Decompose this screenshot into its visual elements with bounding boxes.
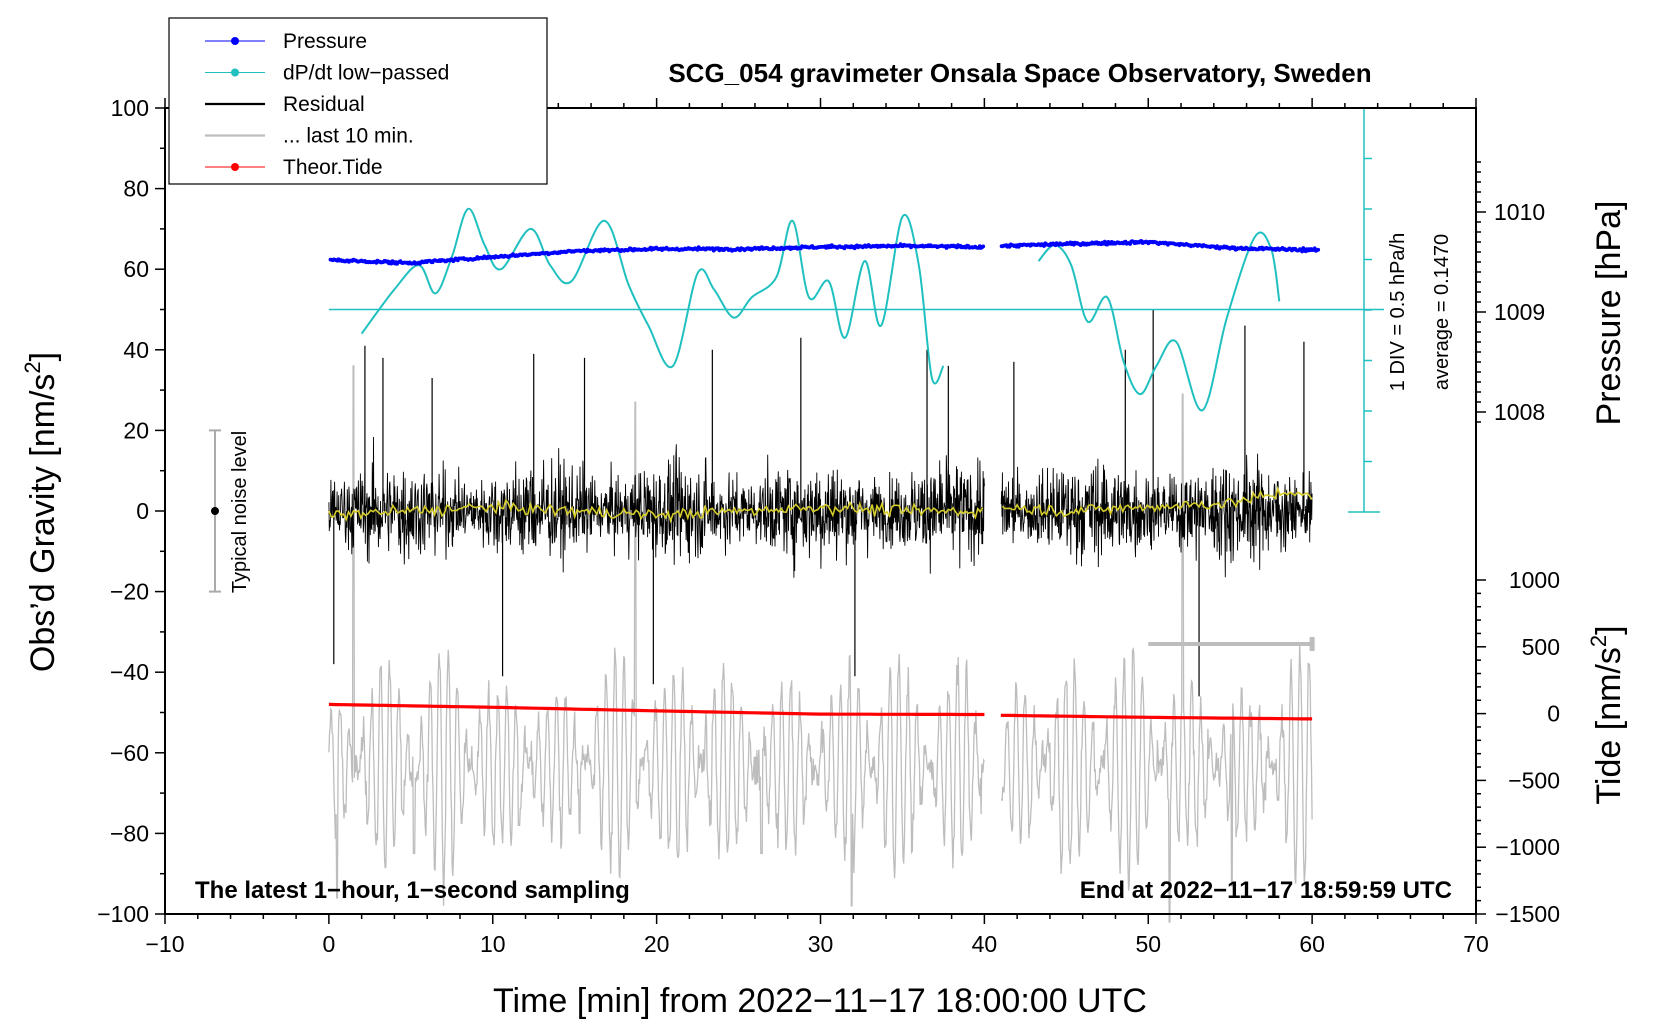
x-tick-label: 0: [322, 931, 335, 957]
noise-level-label: Typical noise level: [229, 431, 251, 593]
y-tick-label-tide: 0: [1547, 701, 1560, 727]
series-layer: [328, 207, 1321, 923]
x-axis-title: Time [min] from 2022−11−17 18:00:00 UTC: [493, 982, 1147, 1020]
x-tick-label: 10: [480, 931, 506, 957]
y-tick-label-tide: 500: [1522, 634, 1560, 660]
legend-swatch-marker: [231, 68, 239, 77]
y-tick-label-left: −60: [110, 740, 149, 766]
axis-layer: −10 0 10 20 30 40 50 60 70100806040200−20−40−60−…: [97, 95, 1560, 957]
y-tick-label-left: 100: [111, 95, 149, 121]
y-axis-title-tide-sup: 2: [1586, 635, 1611, 647]
series-smoothed-residual: [328, 485, 1313, 524]
series-theor-tide: [328, 702, 985, 717]
legend-label: Pressure: [283, 30, 367, 53]
y-tick-label-left: −20: [110, 579, 149, 605]
dpdt-average-label: average = 0.1470: [1431, 234, 1453, 390]
x-tick-label: 60: [1299, 931, 1325, 957]
legend-box: [168, 17, 548, 185]
y-axis-title-left-close: ]: [24, 352, 62, 361]
series-pressure: [328, 239, 1321, 266]
legend-label: Theor.Tide: [283, 156, 383, 179]
y-tick-label-left: −40: [110, 659, 149, 685]
pressure-point: [1316, 247, 1321, 252]
series-last-10-min: [328, 365, 1313, 923]
y-tick-label-pressure: 1010: [1494, 199, 1545, 225]
y-axis-title-tide-main: Tide [nm/s: [1590, 647, 1628, 804]
y-tick-label-pressure: 1008: [1494, 399, 1545, 425]
y-tick-label-left: 80: [123, 176, 149, 202]
y-tick-label-tide: −1500: [1495, 901, 1560, 927]
x-tick-label: −10: [145, 931, 184, 957]
legend-swatch-marker: [231, 163, 239, 171]
dpdt-scale-label: 1 DIV = 0.5 hPa/h: [1387, 233, 1409, 391]
series-dpdt: [360, 207, 945, 385]
y-tick-label-left: 60: [123, 256, 149, 282]
x-tick-label: 50: [1135, 931, 1161, 957]
x-tick-label: 20: [644, 931, 670, 957]
y-tick-label-pressure: 1009: [1494, 299, 1545, 325]
series-dpdt: [1037, 231, 1281, 412]
y-tick-label-left: 0: [136, 498, 149, 524]
y-tick-label-left: −80: [110, 820, 149, 846]
y-tick-label-tide: −500: [1508, 767, 1560, 793]
x-tick-label: 40: [972, 931, 998, 957]
y-axis-title-tide-close: ]: [1590, 625, 1628, 634]
y-axis-title-left: Obs’d Gravity [nm/s2]: [20, 352, 62, 672]
legend: Pressure dP/dt low−passed Residual ... last…: [168, 17, 548, 185]
y-axis-title-tide: Tide [nm/s2]: [1586, 625, 1628, 804]
y-axis-title-left-main: Obs’d Gravity [nm/s: [24, 374, 62, 673]
y-tick-label-left: −100: [97, 901, 149, 927]
bottom-left-note: The latest 1−hour, 1−second sampling: [195, 877, 630, 904]
legend-swatch-marker: [231, 37, 239, 45]
noise-level-center-dot: [211, 507, 219, 515]
y-tick-label-tide: 1000: [1509, 567, 1560, 593]
y-tick-label-tide: −1000: [1495, 834, 1560, 860]
chart-title: SCG_054 gravimeter Onsala Space Observat…: [668, 58, 1371, 88]
legend-label: Residual: [283, 93, 365, 116]
bottom-right-note: End at 2022−11−17 18:59:59 UTC: [1080, 877, 1452, 904]
pressure-point: [981, 244, 986, 249]
y-tick-label-left: 40: [123, 337, 149, 363]
series-theor-tide: [1000, 713, 1313, 721]
y-axis-title-left-sup: 2: [20, 361, 45, 373]
y-tick-label-left: 20: [123, 417, 149, 443]
x-tick-label: 70: [1463, 931, 1489, 957]
y-axis-title-pressure: Pressure [hPa]: [1590, 201, 1628, 426]
legend-label: ... last 10 min.: [283, 125, 414, 148]
x-tick-label: 30: [808, 931, 834, 957]
legend-label: dP/dt low−passed: [283, 62, 449, 85]
